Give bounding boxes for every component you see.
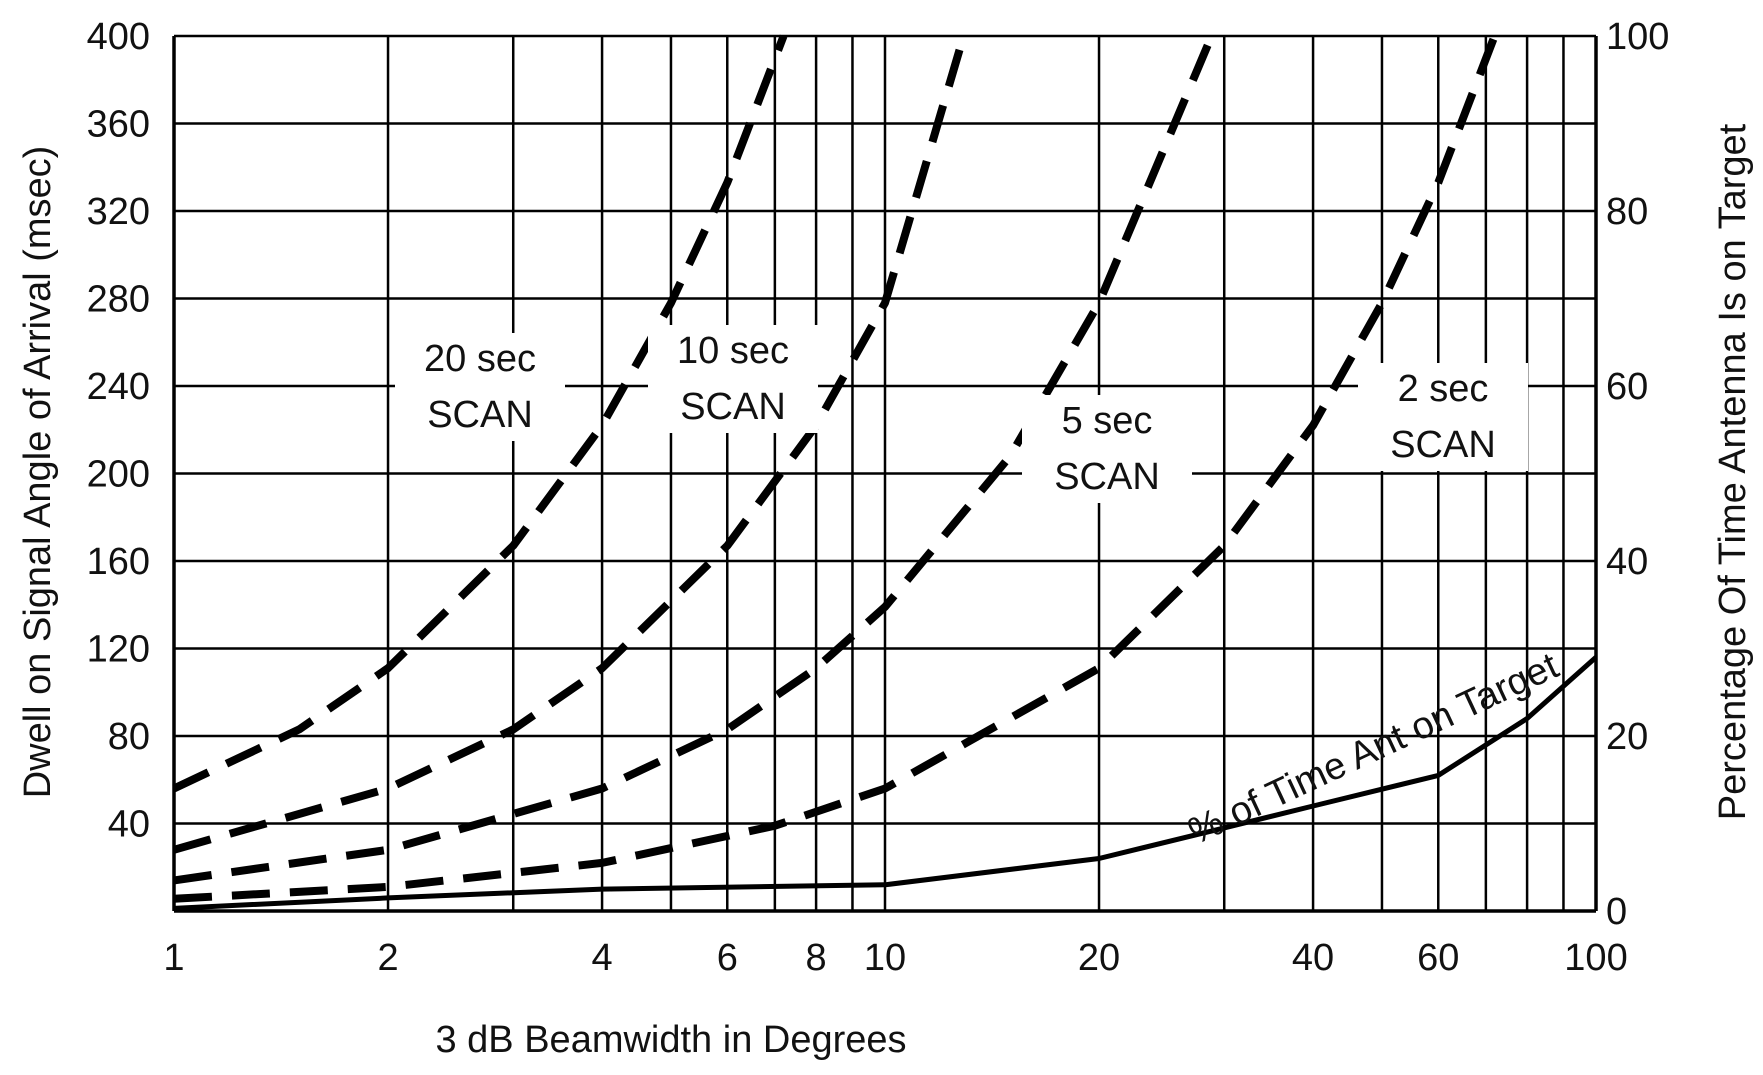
series-label: SCAN [1390, 424, 1496, 466]
y-tick-label: 360 [87, 104, 150, 146]
x-tick-label: 2 [377, 937, 398, 979]
x-tick-label: 6 [717, 937, 738, 979]
x-tick-label: 60 [1417, 937, 1459, 979]
x-tick-label: 100 [1564, 937, 1627, 979]
series-label-background [1358, 363, 1528, 471]
x-tick-label: 20 [1078, 937, 1120, 979]
x-tick-label: 40 [1292, 937, 1334, 979]
series-label: 2 sec [1398, 368, 1489, 410]
y-tick-label: 80 [108, 716, 150, 758]
series-labels: 20 sec SCAN 10 sec SCAN 5 sec SCAN 2 sec SCAN % … [395, 325, 1565, 853]
y-tick-label: 160 [87, 541, 150, 583]
y-tick-label: 280 [87, 279, 150, 321]
y2-axis-title: Percentage Of Time Antenna Is on Target [1712, 123, 1754, 820]
series-line-4 [173, 655, 1598, 911]
y2-tick-label: 100 [1606, 16, 1669, 58]
series-label: 20 sec [424, 338, 536, 380]
y-tick-label: 120 [87, 629, 150, 671]
y-tick-label: 240 [87, 366, 150, 408]
grid [172, 34, 1598, 913]
series-line-2 [173, 34, 1216, 885]
y2-tick-label: 0 [1606, 891, 1627, 933]
series-label-background [395, 333, 565, 441]
y-axis-title: Dwell on Signal Angle of Arrival (msec) [17, 146, 59, 799]
series-line-0 [172, 34, 788, 793]
y-tick-label: 400 [87, 16, 150, 58]
x-axis-title: 3 dB Beamwidth in Degrees [435, 1019, 906, 1061]
tick-labels: 1 2 4 6 8 10 20 40 60 100408012016020024028032036… [87, 16, 1670, 979]
series-label: SCAN [680, 386, 786, 428]
y2-tick-label: 40 [1606, 541, 1648, 583]
x-tick-label: 1 [163, 937, 184, 979]
y-tick-label: 200 [87, 454, 150, 496]
series-label-background [1022, 395, 1192, 503]
x-tick-label: 4 [591, 937, 612, 979]
series-label: 10 sec [677, 330, 789, 372]
series-label: SCAN [427, 394, 533, 436]
series-label: SCAN [1054, 456, 1160, 498]
series-label-background [648, 325, 818, 433]
y2-tick-label: 80 [1606, 191, 1648, 233]
series-label: % of Time Ant on Target [1182, 645, 1565, 853]
x-tick-label: 10 [864, 937, 906, 979]
series-line-1 [172, 34, 968, 854]
series-line-3 [173, 34, 1499, 903]
x-tick-label: 8 [806, 937, 827, 979]
y-tick-label: 40 [108, 804, 150, 846]
series-lines [172, 34, 1598, 911]
y-tick-label: 320 [87, 191, 150, 233]
series-label: 5 sec [1062, 400, 1153, 442]
y2-tick-label: 60 [1606, 366, 1648, 408]
y2-tick-label: 20 [1606, 716, 1648, 758]
